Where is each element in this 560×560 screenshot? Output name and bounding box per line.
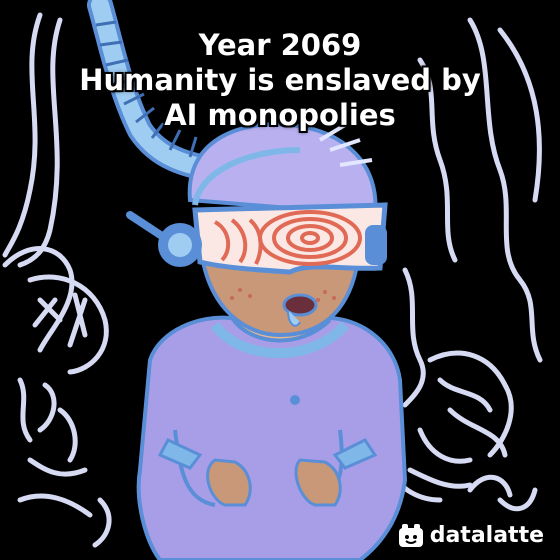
figure-body xyxy=(136,315,408,560)
brand-name: datalatte xyxy=(429,523,544,548)
datalatte-logo-icon xyxy=(398,523,423,547)
vr-visor xyxy=(192,202,388,275)
caption-line-1: Year 2069 xyxy=(198,28,362,62)
brand-watermark: datalatte xyxy=(398,523,544,548)
caption-line-2: Humanity is enslaved by xyxy=(79,63,481,97)
headset-cable xyxy=(87,0,228,183)
background-scribbles xyxy=(2,12,543,548)
caption-line-3: AI monopolies xyxy=(164,98,396,132)
headphones xyxy=(126,147,387,267)
